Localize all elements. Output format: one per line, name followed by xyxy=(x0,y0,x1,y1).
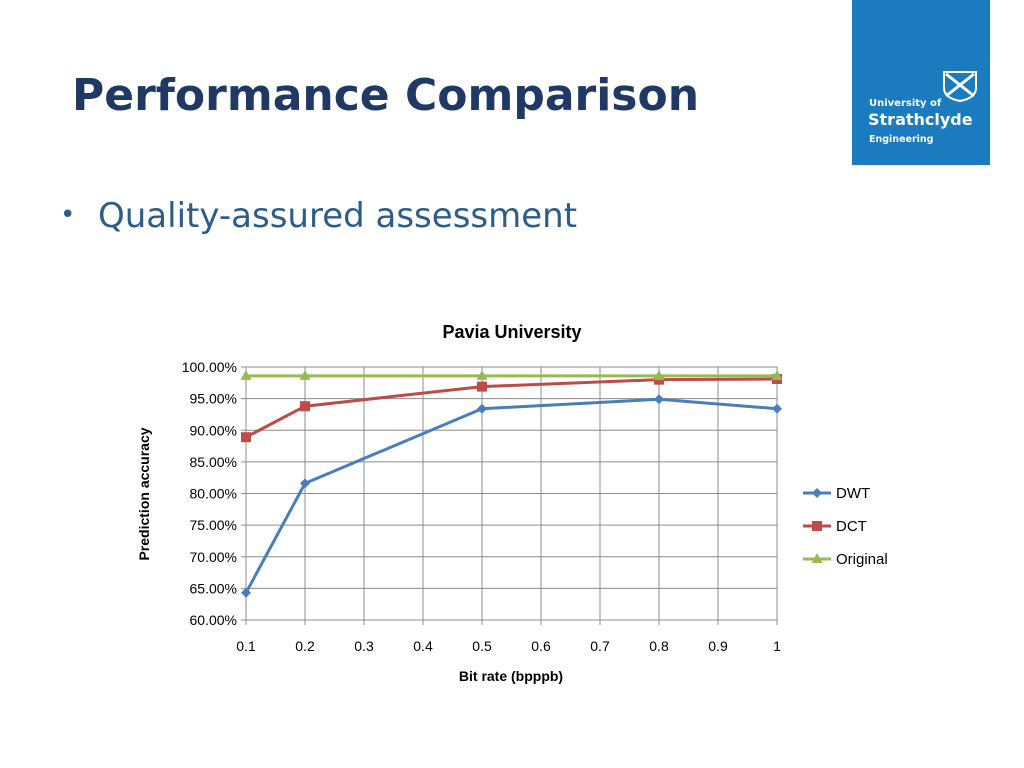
x-tick-label: 0.5 xyxy=(472,638,492,654)
x-tick-label: 1 xyxy=(773,638,781,654)
legend-label-dct: DCT xyxy=(836,518,867,535)
x-tick-label: 0.3 xyxy=(354,638,374,654)
y-tick-label: 70.00% xyxy=(190,549,237,565)
legend-label-original: Original xyxy=(836,551,888,568)
x-axis-label: Bit rate (bpppb) xyxy=(459,668,563,684)
data-point-dwt xyxy=(477,403,487,414)
data-point-dwt xyxy=(241,587,251,598)
y-tick-label: 85.00% xyxy=(190,454,237,470)
x-tick-label: 0.8 xyxy=(649,638,669,654)
legend-marker-dwt xyxy=(812,488,822,498)
data-point-original xyxy=(771,369,783,380)
logo-text-strathclyde: Strathclyde xyxy=(868,110,973,129)
data-point-dwt xyxy=(772,403,782,414)
y-tick-label: 100.00% xyxy=(182,359,237,375)
x-tick-label: 0.6 xyxy=(531,638,551,654)
y-tick-label: 95.00% xyxy=(190,391,237,407)
data-point-original xyxy=(240,369,252,380)
data-point-dct xyxy=(300,401,310,412)
x-tick-label: 0.9 xyxy=(708,638,728,654)
y-tick-label: 80.00% xyxy=(190,486,237,502)
legend-label-dwt: DWT xyxy=(836,485,870,502)
logo-text-engineering: Engineering xyxy=(869,134,934,145)
logo-text-university-of: University of xyxy=(869,98,942,109)
legend-marker-dct xyxy=(812,521,822,531)
y-axis-label: Prediction accuracy xyxy=(136,427,152,560)
data-point-original xyxy=(476,369,488,380)
y-tick-label: 90.00% xyxy=(190,422,237,438)
crest-icon xyxy=(943,71,977,102)
data-point-original xyxy=(299,369,311,380)
legend-marker-original xyxy=(811,553,823,563)
bullet-item: • Quality-assured assessment xyxy=(60,196,577,236)
chart-title: Pavia University xyxy=(442,322,581,342)
x-tick-label: 0.1 xyxy=(236,638,256,654)
data-point-original xyxy=(653,369,665,380)
bullet-text: Quality-assured assessment xyxy=(98,196,578,236)
x-tick-label: 0.4 xyxy=(413,638,433,654)
bullet-dot-icon: • xyxy=(60,200,76,230)
x-tick-label: 0.2 xyxy=(295,638,315,654)
y-tick-label: 75.00% xyxy=(190,517,237,533)
x-tick-label: 0.7 xyxy=(590,638,610,654)
y-tick-label: 60.00% xyxy=(190,612,237,628)
slide-title: Performance Comparison xyxy=(72,70,700,121)
data-point-dwt xyxy=(654,394,664,405)
y-tick-label: 65.00% xyxy=(190,580,237,596)
university-logo: University of Strathclyde Engineering xyxy=(852,0,990,165)
data-point-dwt xyxy=(300,478,310,489)
data-point-dct xyxy=(477,381,487,392)
data-point-dct xyxy=(241,432,251,443)
